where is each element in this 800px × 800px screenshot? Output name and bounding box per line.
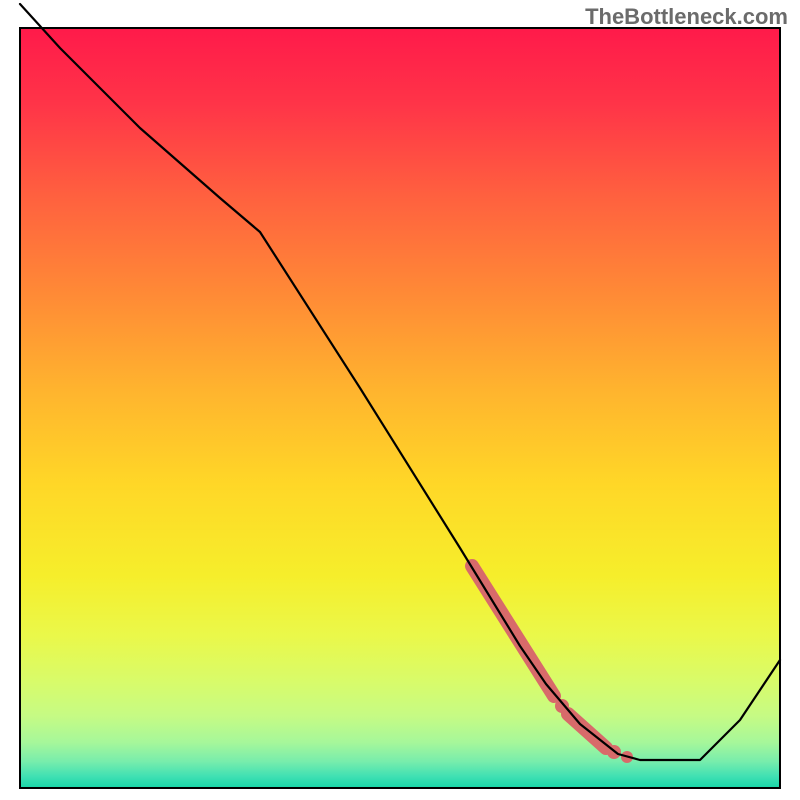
chart-container: TheBottleneck.com <box>0 0 800 800</box>
highlight-marker <box>555 699 569 713</box>
plot-background <box>20 28 780 788</box>
watermark-label: TheBottleneck.com <box>585 4 788 30</box>
chart-svg <box>0 0 800 800</box>
